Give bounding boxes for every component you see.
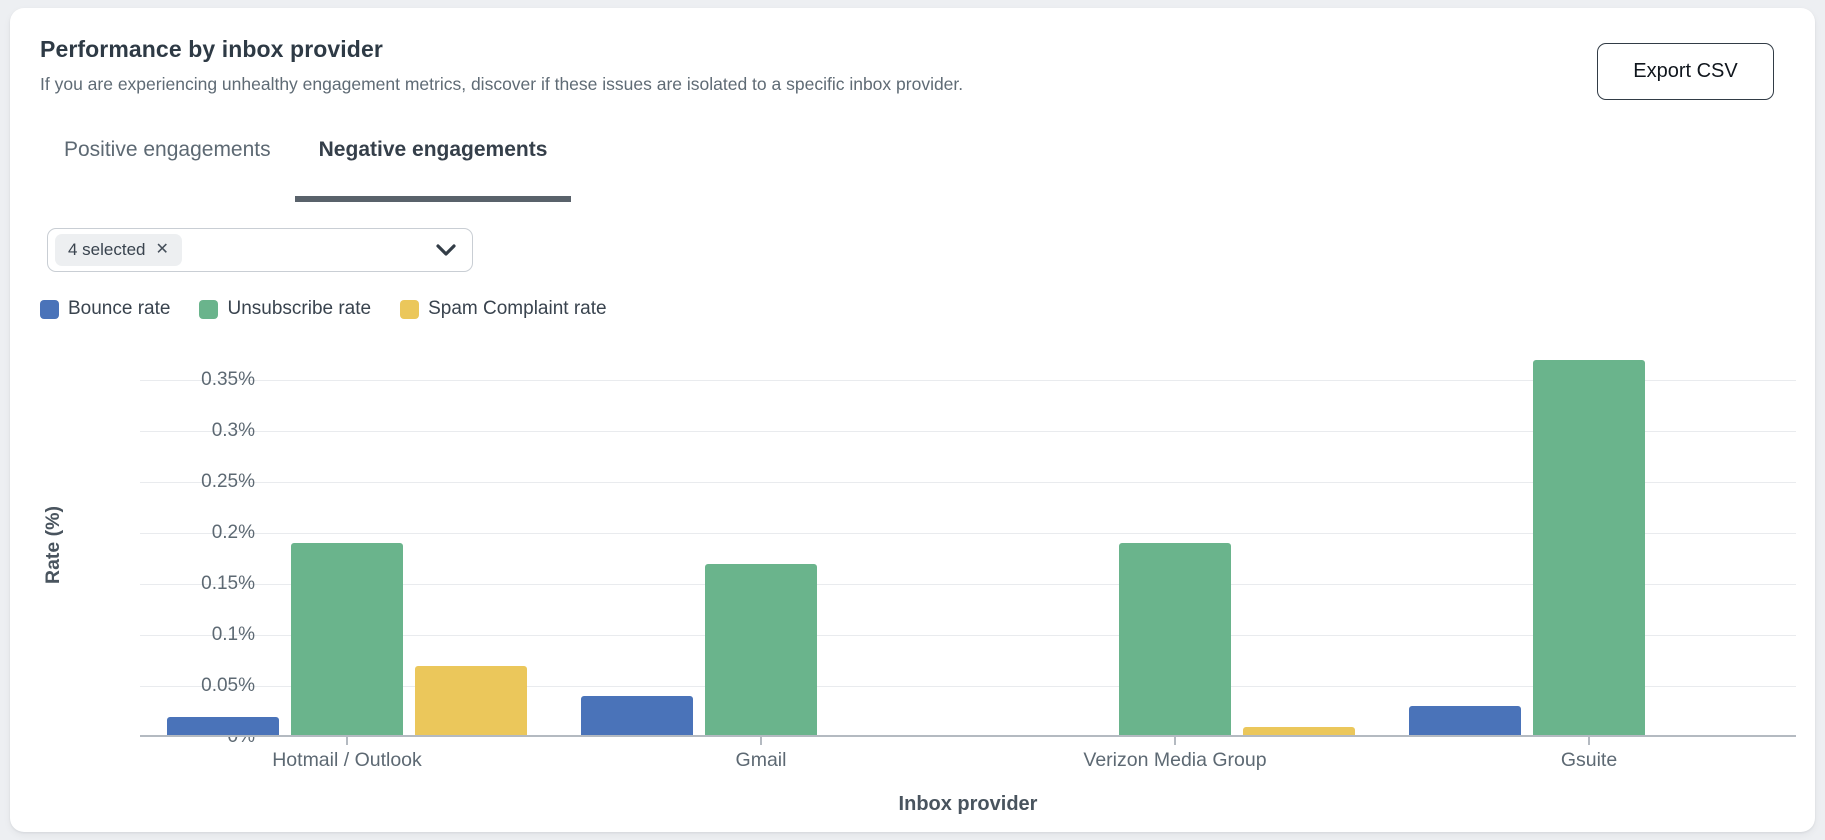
tab-positive-engagements[interactable]: Positive engagements <box>64 138 271 161</box>
bar-spam-complaint-rate-hotmail-outlook[interactable] <box>415 665 527 737</box>
legend-label: Spam Complaint rate <box>428 298 607 319</box>
y-tick-label: 0.25% <box>201 471 255 492</box>
bar-bounce-rate-gmail[interactable] <box>581 696 693 737</box>
page-subtitle: If you are experiencing unhealthy engage… <box>40 74 964 94</box>
gridline <box>140 532 1796 534</box>
x-axis-line <box>140 735 1796 737</box>
legend-label: Unsubscribe rate <box>227 298 372 319</box>
legend-swatch-icon <box>40 299 59 319</box>
x-category-label: Gmail <box>735 749 787 771</box>
x-tick <box>346 737 348 745</box>
y-tick-label: 0.1% <box>211 624 255 645</box>
legend-item-spam-complaint-rate[interactable]: Spam Complaint rate <box>400 298 607 320</box>
bar-unsubscribe-rate-verizon-media-group[interactable] <box>1119 543 1231 737</box>
gridline <box>140 481 1796 483</box>
bar-bounce-rate-gsuite[interactable] <box>1409 706 1521 737</box>
plot-area: 0%0.05%0.1%0.15%0.2%0.25%0.3%0.35% <box>140 329 1796 747</box>
legend-swatch-icon <box>400 299 420 319</box>
y-tick-label: 0.15% <box>201 573 255 594</box>
selected-providers-chip[interactable]: 4 selected ✕ <box>55 234 182 266</box>
x-category-label: Gsuite <box>1560 749 1618 771</box>
gridline <box>140 430 1796 432</box>
x-tick <box>1588 737 1590 745</box>
y-tick-label: 0.2% <box>211 522 255 543</box>
gridline <box>140 685 1796 687</box>
x-category-label: Hotmail / Outlook <box>272 749 422 771</box>
y-tick-label: 0.05% <box>201 675 255 696</box>
selected-providers-chip-label: 4 selected <box>68 240 146 259</box>
engagement-tabs: Positive engagements Negative engagements <box>40 130 572 202</box>
bar-chart: Rate (%) 0%0.05%0.1%0.15%0.2%0.25%0.3%0.… <box>10 329 1815 829</box>
chart-legend: Bounce rate Unsubscribe rate Spam Complain… <box>40 298 607 320</box>
legend-swatch-icon <box>199 299 219 319</box>
chevron-down-icon <box>436 244 456 256</box>
page-title: Performance by inbox provider <box>40 36 383 62</box>
gridline <box>140 379 1796 381</box>
bar-unsubscribe-rate-gmail[interactable] <box>705 563 817 737</box>
bar-unsubscribe-rate-gsuite[interactable] <box>1533 359 1645 737</box>
performance-panel: Performance by inbox provider If you are… <box>10 8 1815 832</box>
y-tick-label: 0.3% <box>211 420 255 441</box>
gridline <box>140 634 1796 636</box>
legend-label: Bounce rate <box>68 298 171 319</box>
gridline <box>140 583 1796 585</box>
bar-bounce-rate-hotmail-outlook[interactable] <box>167 716 279 737</box>
provider-multiselect[interactable]: 4 selected ✕ <box>47 228 473 272</box>
legend-item-unsubscribe-rate[interactable]: Unsubscribe rate <box>199 298 371 320</box>
x-category-label: Verizon Media Group <box>1083 749 1267 771</box>
export-csv-button[interactable]: Export CSV <box>1597 43 1774 100</box>
y-axis-title: Rate (%) <box>42 506 64 585</box>
bar-spam-complaint-rate-verizon-media-group[interactable] <box>1243 726 1355 737</box>
x-axis-title: Inbox provider <box>898 793 1038 815</box>
y-tick-label: 0.35% <box>201 369 255 390</box>
tab-negative-engagements[interactable]: Negative engagements <box>294 130 572 202</box>
bar-unsubscribe-rate-hotmail-outlook[interactable] <box>291 543 403 737</box>
x-tick <box>760 737 762 745</box>
chip-remove-icon[interactable]: ✕ <box>155 241 169 258</box>
x-tick <box>1174 737 1176 745</box>
legend-item-bounce-rate[interactable]: Bounce rate <box>40 298 170 320</box>
